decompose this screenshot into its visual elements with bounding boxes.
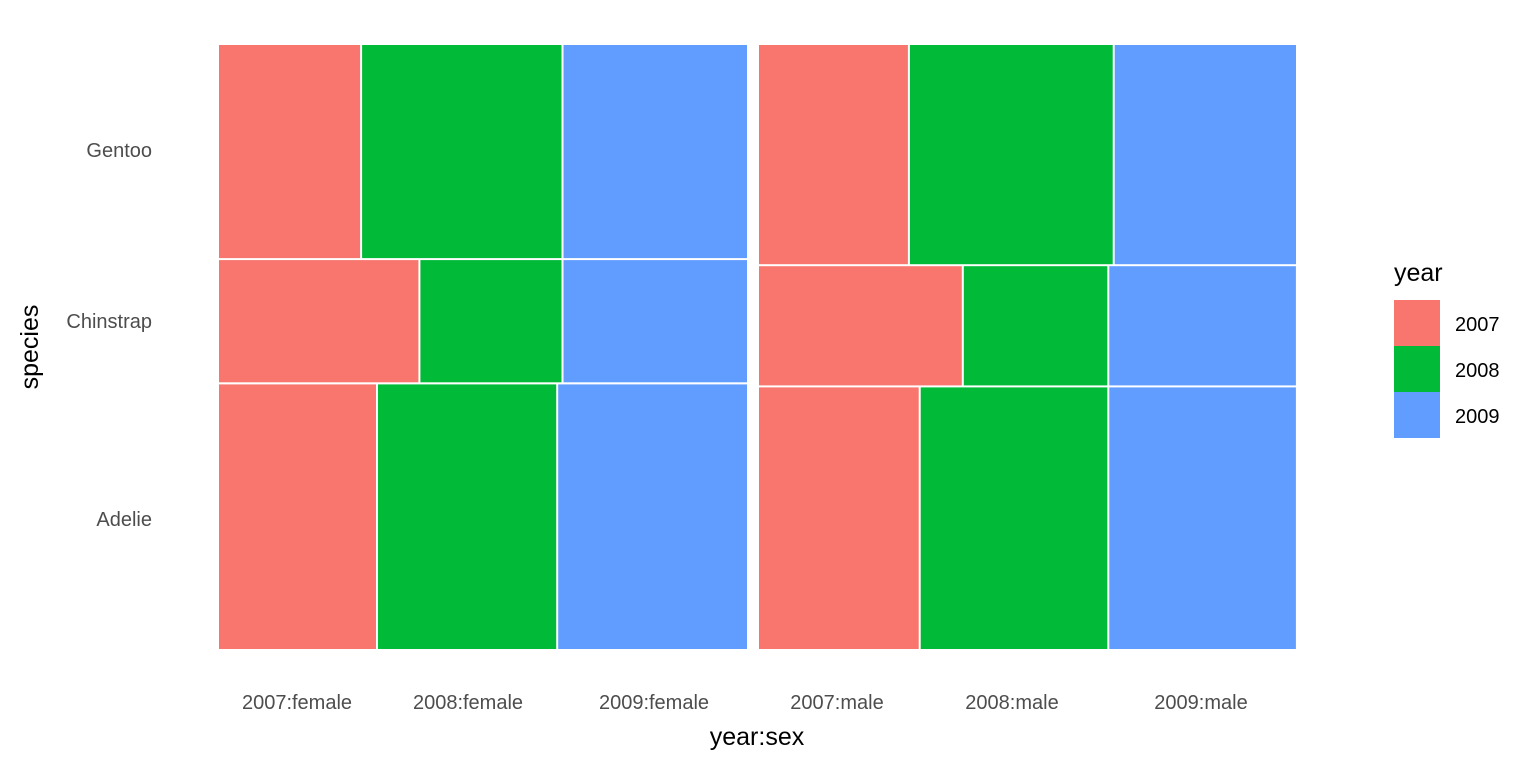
x-tick-label-2009-female: 2009:female (599, 692, 709, 714)
y-tick-label-adelie: Adelie (96, 509, 152, 531)
tile-adelie-male-2007 (759, 387, 919, 649)
legend-key-2008 (1394, 346, 1440, 392)
tile-gentoo-female-2009 (563, 45, 747, 259)
legend-label-2007: 2007 (1455, 314, 1500, 336)
tile-gentoo-male-2008 (909, 45, 1113, 265)
x-axis-tick-labels: 2007:female 2008:female 2009:female 2007… (242, 692, 1248, 714)
mosaic-tiles (219, 45, 1296, 649)
tile-chinstrap-female-2007 (219, 260, 419, 383)
tile-chinstrap-female-2008 (420, 260, 562, 383)
tile-adelie-female-2008 (378, 384, 557, 649)
legend-key-2009 (1394, 392, 1440, 438)
y-tick-label-gentoo: Gentoo (86, 140, 152, 162)
x-tick-label-2007-male: 2007:male (790, 692, 883, 714)
tile-chinstrap-male-2008 (963, 266, 1108, 386)
tile-gentoo-male-2009 (1114, 45, 1296, 265)
legend: year 2007 2008 2009 (1394, 259, 1500, 438)
tile-adelie-male-2008 (920, 387, 1108, 649)
x-tick-label-2008-male: 2008:male (965, 692, 1058, 714)
tile-chinstrap-female-2009 (563, 260, 747, 383)
tile-gentoo-male-2007 (759, 45, 908, 265)
tile-gentoo-female-2008 (362, 45, 562, 259)
x-axis-title: year:sex (710, 723, 805, 751)
tile-gentoo-female-2007 (219, 45, 361, 259)
x-tick-label-2009-male: 2009:male (1154, 692, 1247, 714)
y-axis-tick-labels: Gentoo Chinstrap Adelie (66, 140, 152, 531)
tile-adelie-female-2007 (219, 384, 376, 649)
legend-label-2008: 2008 (1455, 360, 1500, 382)
x-tick-label-2008-female: 2008:female (413, 692, 523, 714)
y-tick-label-chinstrap: Chinstrap (66, 311, 152, 333)
legend-title: year (1394, 259, 1443, 287)
legend-label-2009: 2009 (1455, 406, 1500, 428)
tile-chinstrap-male-2007 (759, 266, 962, 386)
tile-adelie-male-2009 (1109, 387, 1296, 649)
y-axis-title: species (16, 305, 44, 390)
x-tick-label-2007-female: 2007:female (242, 692, 352, 714)
tile-chinstrap-male-2009 (1109, 266, 1296, 386)
legend-key-2007 (1394, 300, 1440, 346)
tile-adelie-female-2009 (558, 384, 747, 649)
